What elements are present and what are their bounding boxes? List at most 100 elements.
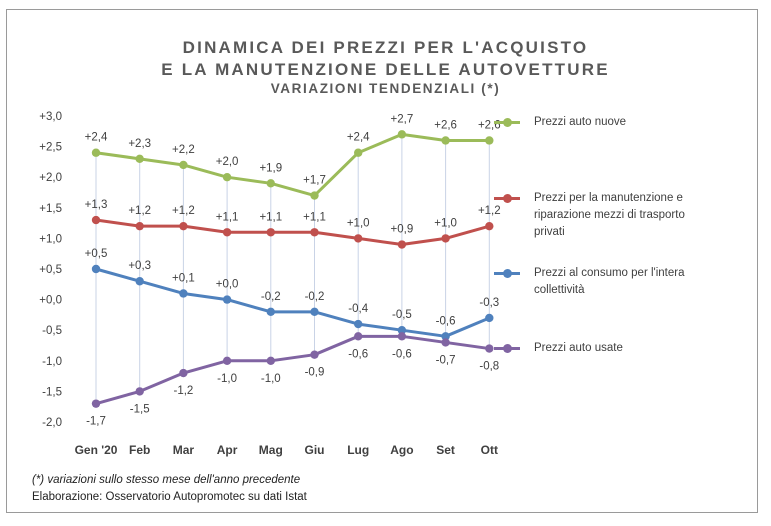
- legend-label-auto-usate: Prezzi auto usate: [534, 342, 623, 354]
- data-point-prezzi-auto-usate: [441, 338, 450, 347]
- data-point-prezzi-al-consumo-per-l-: [485, 313, 494, 323]
- x-tick-label: Apr: [217, 443, 238, 457]
- data-point-prezzi-per-la-manutenzio: [91, 215, 101, 225]
- data-point-prezzi-auto-nuove: [135, 154, 144, 164]
- data-label-prezzi-per-la-manutenzio: +1,2: [478, 205, 501, 217]
- y-tick-label: +3,0: [39, 111, 62, 123]
- x-tick-label: Ago: [390, 443, 413, 457]
- data-label-prezzi-auto-usate: -1,5: [130, 403, 150, 415]
- y-tick-label: -1,0: [42, 356, 62, 368]
- legend-marker-manutenzione: [503, 194, 512, 203]
- y-tick-label: +0,5: [39, 264, 62, 276]
- y-tick-label: +0,0: [39, 295, 62, 307]
- data-label-prezzi-per-la-manutenzio: +1,1: [216, 211, 239, 223]
- series-line-prezzi-al-consumo-per-l-: [95, 267, 490, 338]
- chart-subtitle: VARIAZIONI TENDENZIALI (*): [270, 81, 501, 96]
- legend-marker-consumo: [503, 269, 512, 278]
- y-tick-label: +1,5: [39, 203, 62, 215]
- chart-title: DINAMICA DEI PREZZI PER L'ACQUISTO: [182, 38, 589, 57]
- data-point-prezzi-auto-usate: [485, 344, 494, 353]
- data-point-prezzi-auto-usate: [179, 368, 188, 378]
- data-point-prezzi-al-consumo-per-l-: [310, 307, 319, 317]
- data-label-prezzi-auto-usate: -1,0: [217, 373, 237, 385]
- data-point-prezzi-per-la-manutenzio: [135, 221, 144, 231]
- data-label-prezzi-auto-usate: -0,9: [305, 367, 325, 379]
- data-point-prezzi-al-consumo-per-l-: [179, 289, 188, 298]
- data-point-prezzi-per-la-manutenzio: [354, 234, 363, 243]
- footnote: (*) variazioni sullo stesso mese dell'an…: [32, 474, 301, 486]
- data-label-prezzi-auto-nuove: +2,4: [85, 132, 108, 144]
- data-point-prezzi-per-la-manutenzio: [310, 228, 319, 237]
- data-label-prezzi-per-la-manutenzio: +1,2: [172, 205, 195, 217]
- data-label-prezzi-auto-usate: -0,6: [348, 348, 368, 360]
- x-tick-label: Mar: [173, 443, 195, 457]
- data-label-prezzi-auto-nuove: +2,6: [434, 119, 457, 131]
- data-point-prezzi-al-consumo-per-l-: [135, 277, 144, 286]
- data-label-prezzi-al-consumo-per-l-: -0,4: [348, 303, 368, 315]
- chart-frame: [6, 9, 758, 513]
- data-point-prezzi-auto-nuove: [179, 160, 188, 170]
- data-label-prezzi-al-consumo-per-l-: +0,3: [128, 260, 151, 272]
- data-point-prezzi-al-consumo-per-l-: [222, 295, 232, 304]
- y-tick-label: -2,0: [42, 417, 62, 429]
- data-label-prezzi-per-la-manutenzio: +1,1: [259, 211, 282, 223]
- data-label-prezzi-al-consumo-per-l-: +0,0: [216, 279, 239, 291]
- data-point-prezzi-per-la-manutenzio: [485, 221, 494, 231]
- data-label-prezzi-auto-usate: -0,7: [436, 354, 456, 366]
- y-tick-label: +2,5: [39, 142, 62, 154]
- data-point-prezzi-per-la-manutenzio: [222, 228, 232, 237]
- y-tick-label: -0,5: [42, 325, 62, 337]
- data-point-prezzi-auto-usate: [222, 356, 232, 365]
- data-label-prezzi-al-consumo-per-l-: -0,2: [261, 291, 281, 303]
- data-point-prezzi-auto-nuove: [485, 136, 494, 145]
- data-point-prezzi-auto-nuove: [441, 136, 450, 145]
- series-line-prezzi-auto-nuove: [95, 132, 490, 198]
- data-point-prezzi-al-consumo-per-l-: [354, 319, 363, 329]
- x-tick-label: Lug: [347, 443, 369, 457]
- data-label-prezzi-al-consumo-per-l-: -0,2: [305, 291, 325, 303]
- legend-label-manutenzione: Prezzi per la manutenzione e riparazione…: [534, 190, 734, 241]
- data-label-prezzi-auto-nuove: +1,9: [259, 162, 282, 174]
- data-point-prezzi-auto-nuove: [222, 173, 232, 182]
- legend-label-auto-nuove: Prezzi auto nuove: [534, 116, 627, 128]
- data-label-prezzi-auto-nuove: +2,0: [216, 156, 239, 168]
- data-label-prezzi-per-la-manutenzio: +1,1: [303, 211, 326, 223]
- data-label-prezzi-per-la-manutenzio: +0,9: [391, 224, 414, 236]
- x-tick-label: Set: [436, 443, 455, 457]
- data-point-prezzi-auto-usate: [91, 399, 101, 408]
- source-credit: Elaborazione: Osservatorio Autopromotec …: [32, 491, 307, 503]
- legend-label-consumo-line2: collettività: [534, 284, 585, 296]
- data-label-prezzi-auto-nuove: +2,7: [391, 113, 414, 125]
- data-point-prezzi-auto-nuove: [397, 130, 407, 139]
- x-tick-label: Feb: [129, 443, 150, 457]
- data-point-prezzi-per-la-manutenzio: [179, 221, 188, 231]
- data-label-prezzi-auto-nuove: +2,2: [172, 144, 195, 156]
- data-point-prezzi-al-consumo-per-l-: [397, 326, 407, 335]
- data-point-prezzi-auto-usate: [266, 356, 275, 365]
- data-label-prezzi-auto-nuove: +2,4: [347, 132, 370, 144]
- x-tick-label: Giu: [305, 443, 325, 457]
- data-point-prezzi-per-la-manutenzio: [441, 234, 450, 243]
- data-point-prezzi-al-consumo-per-l-: [266, 307, 275, 317]
- data-label-prezzi-auto-nuove: +1,7: [303, 175, 326, 187]
- data-label-prezzi-auto-usate: -1,0: [261, 373, 281, 385]
- legend-label-manutenzione-line1: Prezzi per la manutenzione e: [534, 192, 683, 204]
- legend-label-manutenzione-line2: riparazione mezzi di trasporto: [534, 209, 685, 221]
- y-tick-label: -1,5: [42, 386, 62, 398]
- legend-label-manutenzione-line3: privati: [534, 226, 565, 238]
- data-label-prezzi-auto-usate: -1,2: [173, 385, 193, 397]
- chart-title-line2: E LA MANUTENZIONE DELLE AUTOVETTURE: [161, 60, 610, 79]
- data-label-prezzi-al-consumo-per-l-: -0,5: [392, 309, 412, 321]
- data-point-prezzi-al-consumo-per-l-: [441, 332, 450, 341]
- legend-marker-auto-nuove: [503, 118, 512, 127]
- x-tick-label: Ott: [481, 443, 498, 457]
- data-label-prezzi-auto-nuove: +2,3: [128, 138, 151, 150]
- legend-marker-auto-usate: [503, 344, 512, 353]
- data-label-prezzi-al-consumo-per-l-: +0,5: [85, 248, 108, 260]
- data-label-prezzi-auto-usate: -0,8: [479, 361, 499, 373]
- data-label-prezzi-al-consumo-per-l-: +0,1: [172, 272, 195, 284]
- data-label-prezzi-per-la-manutenzio: +1,0: [434, 217, 457, 229]
- data-label-prezzi-per-la-manutenzio: +1,2: [128, 205, 151, 217]
- data-label-prezzi-auto-usate: -0,6: [392, 348, 412, 360]
